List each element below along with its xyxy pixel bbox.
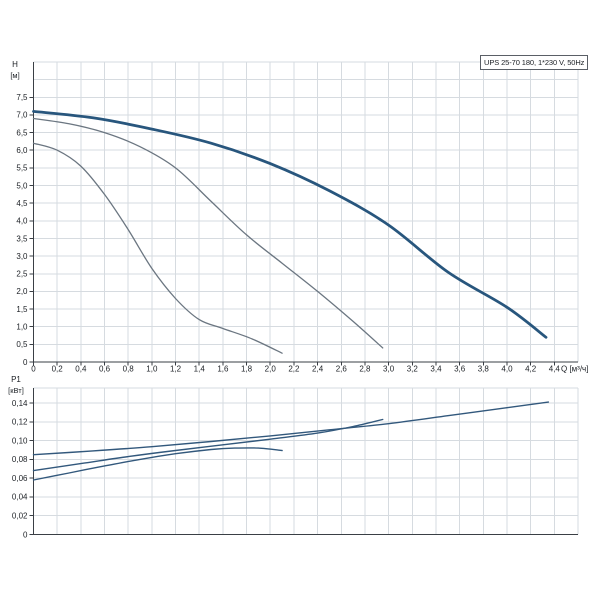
curve-speed-1-head bbox=[32, 142, 283, 354]
x-tick-label: 3,6 bbox=[454, 365, 466, 374]
x-tick-label: 2,0 bbox=[265, 365, 277, 374]
x-tick-label: 4,2 bbox=[525, 365, 537, 374]
power-axis-symbol: P1 bbox=[11, 375, 21, 384]
y-tick-label: 5,0 bbox=[16, 181, 28, 190]
y-tick-label: 1,5 bbox=[16, 305, 28, 314]
head-axis-symbol: H bbox=[12, 60, 18, 69]
tick-labels: 0 0,5 1,0 1,5 2,0 2,5 3,0 3,5 4,0 4,5 5,0 5,5 6,0 6,5… bbox=[12, 93, 561, 539]
y-tick-label: 3,0 bbox=[16, 252, 28, 261]
flow-axis-unit: Q [м³/ч] bbox=[561, 365, 588, 374]
tick-marks bbox=[29, 96, 555, 535]
y-tick-label: 5,5 bbox=[16, 164, 28, 173]
y-tick-label: 0,14 bbox=[12, 399, 28, 408]
y-tick-label: 0,04 bbox=[12, 493, 28, 502]
x-tick-label: 0,8 bbox=[123, 365, 135, 374]
x-tick-label: 0,2 bbox=[52, 365, 64, 374]
x-tick-label: 2,2 bbox=[288, 365, 300, 374]
curve-speed-3-head bbox=[32, 110, 548, 339]
head-axis-unit: [м] bbox=[10, 71, 19, 80]
power-axis-unit: [кВт] bbox=[8, 386, 24, 395]
x-tick-label: 3,0 bbox=[383, 365, 395, 374]
pump-model-badge: UPS 25-70 180, 1*230 V, 50Hz bbox=[480, 55, 589, 70]
y-tick-label: 2,5 bbox=[16, 270, 28, 279]
x-tick-label: 0,6 bbox=[99, 365, 111, 374]
x-tick-label: 4,0 bbox=[501, 365, 513, 374]
y-tick-label: 6,5 bbox=[16, 128, 28, 137]
x-tick-label: 3,8 bbox=[478, 365, 490, 374]
curve-speed-3-power bbox=[32, 401, 550, 456]
y-tick-label: 3,5 bbox=[16, 234, 28, 243]
y-tick-label: 0,5 bbox=[16, 340, 28, 349]
head-axis-label: H [м] bbox=[10, 60, 19, 80]
x-tick-label: 1,2 bbox=[170, 365, 182, 374]
x-tick-label: 3,4 bbox=[430, 365, 442, 374]
x-tick-label: 4,4 bbox=[549, 365, 561, 374]
curve-speed-2-power bbox=[32, 418, 384, 472]
y-tick-label: 0,12 bbox=[12, 418, 28, 427]
flow-axis-label: Q [м³/ч] bbox=[561, 365, 588, 374]
pump-curves bbox=[32, 110, 550, 481]
x-tick-label: 2,4 bbox=[312, 365, 324, 374]
x-tick-label: 2,8 bbox=[359, 365, 371, 374]
x-tick-label: 1,8 bbox=[241, 365, 253, 374]
y-tick-label: 6,0 bbox=[16, 146, 28, 155]
y-tick-label: 7,5 bbox=[16, 93, 28, 102]
x-tick-label: 1,6 bbox=[217, 365, 229, 374]
curve-speed-2-head bbox=[32, 117, 384, 349]
grid-lines bbox=[33, 61, 579, 535]
y-tick-label: 1,0 bbox=[16, 323, 28, 332]
x-tick-label: 2,6 bbox=[336, 365, 348, 374]
y-tick-label: 0,06 bbox=[12, 474, 28, 483]
y-tick-label: 0 bbox=[23, 530, 28, 539]
y-tick-label: 4,0 bbox=[16, 217, 28, 226]
y-tick-label: 0,08 bbox=[12, 455, 28, 464]
y-tick-label: 2,0 bbox=[16, 287, 28, 296]
y-tick-label: 4,5 bbox=[16, 199, 28, 208]
x-tick-label: 0,4 bbox=[75, 365, 87, 374]
x-tick-label: 3,2 bbox=[407, 365, 419, 374]
power-axis-label: P1 [кВт] bbox=[8, 375, 24, 395]
x-tick-label: 1,0 bbox=[146, 365, 158, 374]
curve-speed-1-power bbox=[32, 447, 283, 481]
y-tick-label: 0,10 bbox=[12, 436, 28, 445]
y-tick-label: 0,02 bbox=[12, 512, 28, 521]
y-tick-label: 7,0 bbox=[16, 111, 28, 120]
x-tick-label: 1,4 bbox=[194, 365, 206, 374]
x-tick-label: 0 bbox=[31, 365, 36, 374]
y-tick-label: 0 bbox=[23, 358, 28, 367]
